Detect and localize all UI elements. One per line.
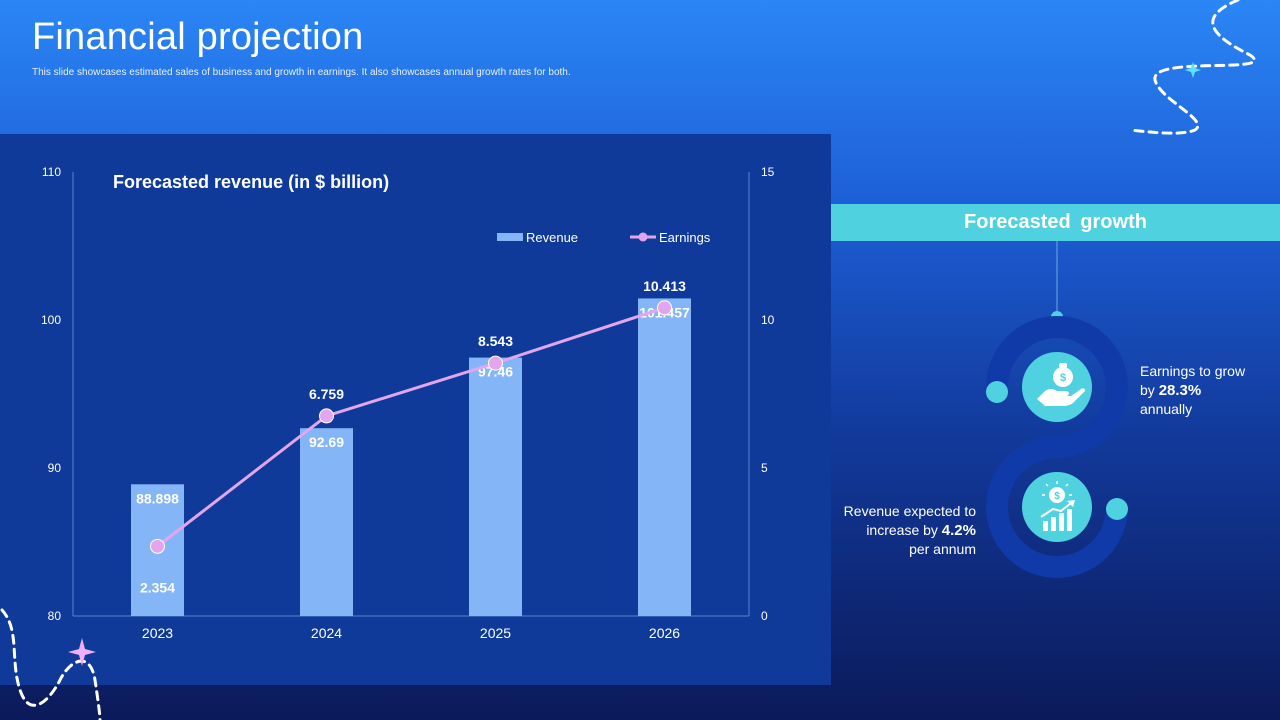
ring-dot-right (1106, 498, 1128, 520)
revenue-bar (638, 298, 691, 616)
y-left-tick-label: 90 (48, 461, 62, 475)
earnings-data-label: 2.354 (140, 579, 175, 595)
y-right-tick-label: 15 (761, 165, 775, 179)
y-right-tick-label: 0 (761, 609, 768, 623)
page-subtitle: This slide showcases estimated sales of … (32, 67, 571, 78)
x-tick-label: 2023 (142, 625, 173, 641)
legend-earnings-marker (638, 232, 648, 242)
ring-bottom (986, 436, 1128, 578)
earnings-point (657, 300, 672, 316)
earnings-by: by (1140, 382, 1155, 398)
earnings-growth-text: Earnings to grow by 28.3% annually (1140, 362, 1270, 419)
sparkle-top (1185, 62, 1201, 78)
earnings-growth-value: 28.3% (1158, 382, 1202, 399)
earnings-point (319, 408, 334, 424)
revenue-suffix: per annum (909, 541, 976, 557)
y-left-tick-label: 80 (48, 609, 62, 623)
revenue-line1: Revenue expected to (843, 503, 976, 519)
chart-panel: 80 90 100 110 0 5 10 15 Forecasted revenue (in $… (0, 134, 831, 685)
earnings-point (150, 538, 165, 554)
revenue-data-label: 97.46 (478, 364, 513, 380)
growth-diagram: $ $ (986, 241, 1128, 578)
legend-revenue-label: Revenue (526, 230, 578, 245)
revenue-data-label: 88.898 (136, 490, 179, 506)
growth-header: Forecasted growth (831, 204, 1280, 241)
revenue-bar (469, 357, 522, 616)
earnings-data-label: 6.759 (309, 386, 344, 402)
earnings-point (488, 355, 503, 371)
earnings-data-label: 10.413 (643, 278, 686, 294)
legend-revenue-swatch (497, 233, 523, 241)
svg-text:$: $ (1054, 491, 1060, 502)
chart-title: Forecasted revenue (in $ billion) (113, 172, 389, 192)
earnings-prefix: Earnings to grow (1140, 363, 1246, 379)
x-tick-label: 2024 (311, 625, 342, 641)
x-tick-label: 2026 (649, 625, 680, 641)
revenue-growth-value: 4.2% (941, 522, 976, 539)
y-right-tick-label: 10 (761, 313, 775, 327)
svg-text:$: $ (1060, 372, 1066, 384)
squiggle-top-right (1128, 0, 1256, 135)
revenue-prefix: increase by (866, 522, 938, 538)
earnings-line (156, 306, 665, 548)
x-tick-label: 2025 (480, 625, 511, 641)
earnings-suffix: annually (1140, 401, 1193, 417)
page-title: Financial projection (32, 16, 364, 58)
y-left-tick-label: 110 (42, 165, 61, 179)
y-left-tick-label: 100 (41, 313, 61, 327)
money-bag-hand-icon: $ (1037, 363, 1085, 406)
earnings-data-label: 8.543 (478, 333, 513, 349)
growth-chart-icon: $ (1040, 481, 1075, 531)
forecast-chart: 80 90 100 110 0 5 10 15 Forecasted revenue (in $… (41, 165, 775, 641)
y-right-tick-label: 5 (761, 461, 768, 475)
ring-top (986, 316, 1128, 458)
revenue-growth-text: Revenue expected to increase by 4.2% per… (820, 502, 976, 559)
ring-dot-left (986, 381, 1008, 403)
legend-earnings-label: Earnings (659, 230, 711, 245)
revenue-data-label: 92.69 (309, 434, 344, 450)
revenue-bar (300, 428, 353, 616)
